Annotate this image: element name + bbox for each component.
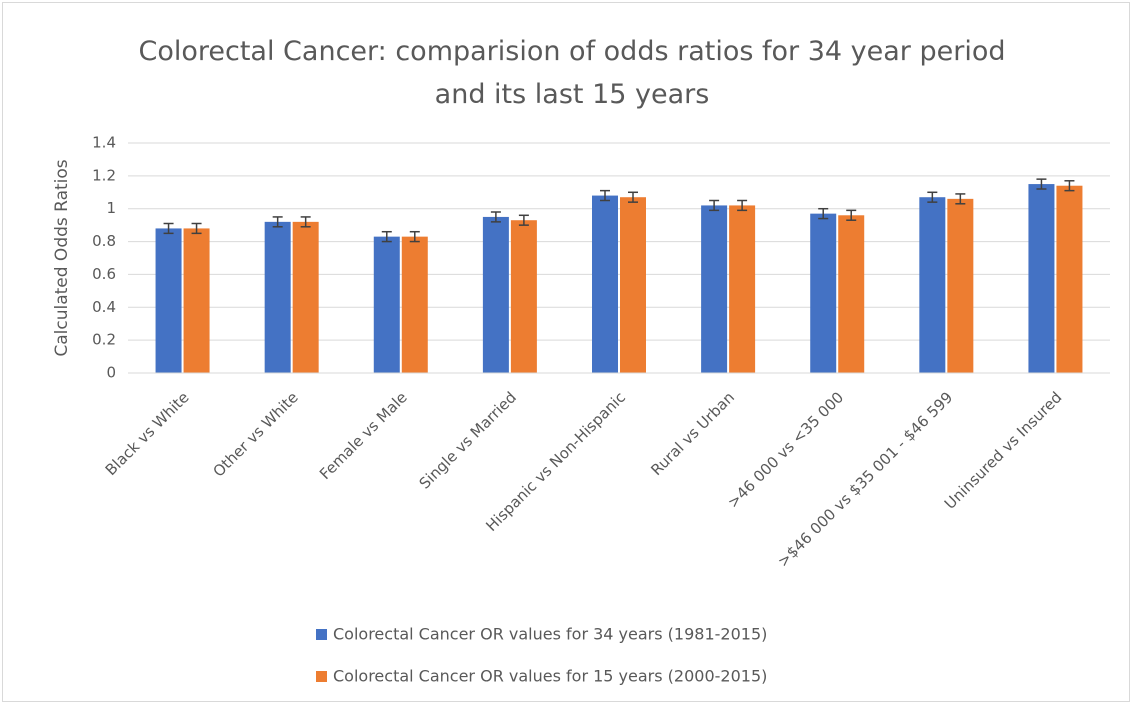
y-tick-label: 1 — [106, 199, 116, 217]
y-tick-label: 0 — [106, 364, 116, 382]
bar — [264, 221, 291, 373]
bar — [729, 205, 756, 373]
x-tick-label: >46 000 vs <35 000 — [724, 388, 847, 511]
bar — [701, 205, 728, 373]
x-tick-label: Other vs White — [209, 388, 301, 480]
bar — [947, 198, 974, 373]
bar — [810, 213, 837, 373]
legend-swatch — [316, 629, 327, 640]
y-tick-label: 1.2 — [92, 166, 116, 184]
bar — [592, 195, 618, 373]
y-tick-label: 0.2 — [92, 331, 116, 349]
x-tick-label: >$46 000 vs $35 001 - $46 599 — [774, 388, 956, 570]
bar — [292, 221, 319, 373]
bar — [401, 236, 428, 373]
x-tick-label: Black vs White — [102, 388, 193, 479]
bar — [183, 228, 210, 373]
bar — [919, 197, 946, 373]
legend-swatch — [316, 671, 327, 682]
x-tick-label: Rural vs Urban — [647, 388, 738, 479]
bar — [1056, 185, 1083, 373]
legend-label: Colorectal Cancer OR values for 15 years… — [333, 667, 767, 686]
x-tick-label: Uninsured vs Insured — [941, 388, 1066, 513]
bar — [155, 228, 182, 373]
bar — [1028, 184, 1055, 373]
x-tick-label: Single vs Married — [416, 388, 520, 492]
bar — [620, 197, 646, 373]
bar — [482, 216, 509, 373]
y-tick-label: 0.4 — [92, 298, 116, 316]
y-tick-label: 1.4 — [92, 134, 116, 152]
y-tick-label: 0.8 — [92, 232, 116, 250]
bar — [510, 220, 537, 373]
y-axis-label: Calculated Odds Ratios — [52, 159, 72, 356]
bar — [838, 215, 865, 373]
y-tick-label: 0.6 — [92, 265, 116, 283]
x-tick-label: Female vs Male — [316, 388, 411, 483]
chart-title: Colorectal Cancer: comparision of odds r… — [138, 36, 1006, 110]
bar — [373, 236, 400, 373]
legend-label: Colorectal Cancer OR values for 34 years… — [333, 625, 767, 644]
